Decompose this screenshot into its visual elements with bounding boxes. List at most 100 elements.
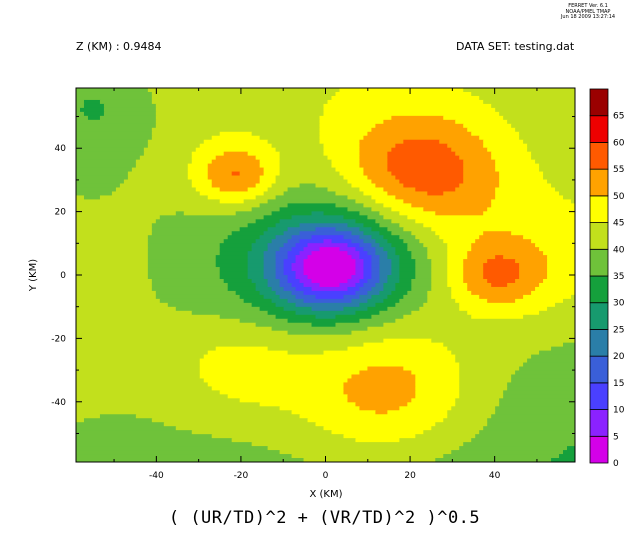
field-cell: [495, 255, 504, 260]
field-cell: [187, 175, 209, 181]
field-cell: [411, 282, 432, 288]
field-cell: [407, 290, 428, 296]
field-cell: [483, 139, 524, 145]
field-cell: [471, 438, 575, 443]
field-cell: [331, 239, 353, 244]
field-cell: [375, 183, 404, 189]
field-cell: [387, 275, 400, 280]
field-cell: [415, 187, 456, 193]
field-cell: [135, 163, 189, 169]
ferret-version-stamp: FERRET Ver. 6.1 NOAA/PMEL TMAP Jun 18 20…: [548, 3, 628, 21]
field-cell: [459, 306, 548, 312]
field-cell: [459, 155, 492, 161]
field-cell: [351, 183, 376, 189]
field-cell: [351, 275, 365, 280]
field-cell: [527, 147, 575, 153]
field-cell: [471, 314, 524, 320]
x-tick-label: 20: [404, 471, 416, 481]
field-cell: [491, 414, 575, 419]
field-cell: [76, 175, 129, 181]
field-cell: [155, 290, 237, 296]
field-cell: [279, 278, 289, 284]
field-cell: [427, 298, 456, 304]
field-cell: [247, 255, 265, 260]
colorbar-label: 20: [613, 352, 625, 362]
field-cell: [343, 215, 369, 220]
field-cell: [447, 271, 464, 276]
field-cell: [147, 235, 229, 240]
field-cell: [303, 271, 357, 276]
field-cell: [423, 207, 488, 212]
field-cell: [76, 179, 125, 185]
field-cell: [76, 454, 293, 459]
field-cell: [76, 131, 153, 137]
field-cell: [487, 278, 516, 284]
field-cell: [371, 235, 384, 240]
field-cell: [359, 159, 388, 165]
field-cell: [295, 286, 313, 292]
field-cell: [251, 131, 321, 137]
field-cell: [239, 318, 289, 324]
field-cell: [367, 131, 472, 137]
field-cell: [355, 199, 376, 204]
field-cell: [275, 302, 297, 308]
field-cell: [519, 263, 548, 268]
field-cell: [559, 454, 575, 459]
field-cell: [291, 282, 305, 288]
field-cell: [187, 171, 209, 177]
colorbar-label: 50: [613, 192, 625, 202]
field-cell: [76, 151, 145, 157]
field-cell: [511, 378, 575, 384]
field-cell: [76, 318, 241, 324]
field-cell: [215, 263, 249, 268]
field-cell: [463, 179, 500, 185]
field-cell: [379, 223, 400, 228]
field-cell: [447, 255, 468, 260]
field-cell: [76, 127, 153, 133]
field-cell: [267, 446, 460, 451]
field-cell: [443, 418, 488, 423]
field-cell: [459, 390, 504, 395]
field-cell: [76, 290, 157, 296]
field-cell: [115, 187, 197, 193]
field-cell: [399, 179, 464, 185]
field-cell: [347, 223, 365, 228]
field-cell: [355, 438, 400, 443]
field-cell: [76, 91, 153, 97]
y-tick-label: 0: [60, 271, 66, 281]
field-cell: [76, 426, 177, 431]
field-cell: [451, 290, 472, 296]
field-cell: [443, 191, 496, 197]
field-cell: [511, 231, 575, 236]
field-cell: [279, 247, 293, 252]
field-cell: [223, 278, 253, 284]
field-cell: [367, 278, 380, 284]
field-cell: [367, 326, 575, 332]
field-cell: [83, 111, 105, 117]
field-cell: [403, 199, 492, 204]
field-cell: [191, 310, 269, 316]
field-cell: [183, 211, 237, 216]
field-cell: [275, 271, 285, 276]
field-cell: [519, 135, 575, 141]
field-cell: [263, 275, 277, 280]
field-cell: [211, 179, 261, 185]
field-cell: [259, 163, 281, 169]
field-cell: [76, 107, 81, 113]
field-cell: [435, 211, 484, 216]
field-cell: [76, 163, 137, 169]
field-cell: [219, 271, 249, 276]
field-cell: [283, 263, 293, 268]
field-cell: [375, 199, 404, 204]
field-cell: [219, 243, 253, 248]
field-cell: [287, 298, 305, 304]
field-cell: [447, 278, 464, 284]
field-cell: [267, 282, 281, 288]
field-cell: [415, 390, 460, 395]
field-cell: [147, 243, 221, 248]
field-cell: [295, 275, 309, 280]
field-cell: [311, 235, 345, 240]
field-cell: [199, 191, 265, 197]
field-cell: [347, 346, 448, 352]
field-cell: [76, 406, 281, 411]
